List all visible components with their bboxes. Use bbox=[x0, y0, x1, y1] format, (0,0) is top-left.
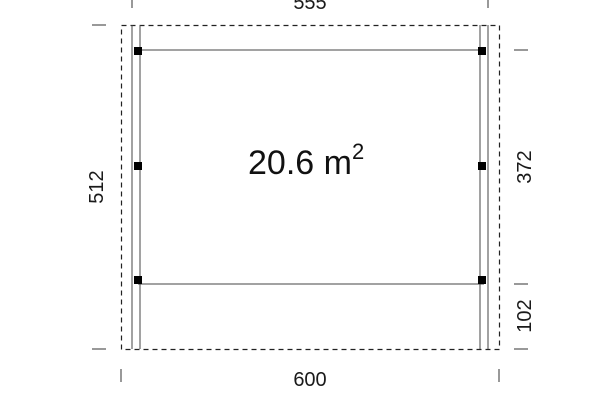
area-exponent: 2 bbox=[352, 139, 364, 164]
dim-right-upper-label: 372 bbox=[514, 150, 536, 183]
post bbox=[478, 162, 486, 170]
dim-left-label: 512 bbox=[86, 170, 108, 203]
post bbox=[134, 276, 142, 284]
roof-outline bbox=[120, 24, 501, 351]
post bbox=[478, 276, 486, 284]
area-value: 20.6 m bbox=[248, 144, 352, 182]
dim-top-label: 555 bbox=[293, 0, 326, 14]
post bbox=[134, 47, 142, 55]
post bbox=[134, 162, 142, 170]
post bbox=[478, 47, 486, 55]
dim-bottom-label: 600 bbox=[293, 369, 326, 391]
dim-right-lower-label: 102 bbox=[514, 299, 536, 332]
area-label: 20.6 m2 bbox=[248, 139, 364, 182]
